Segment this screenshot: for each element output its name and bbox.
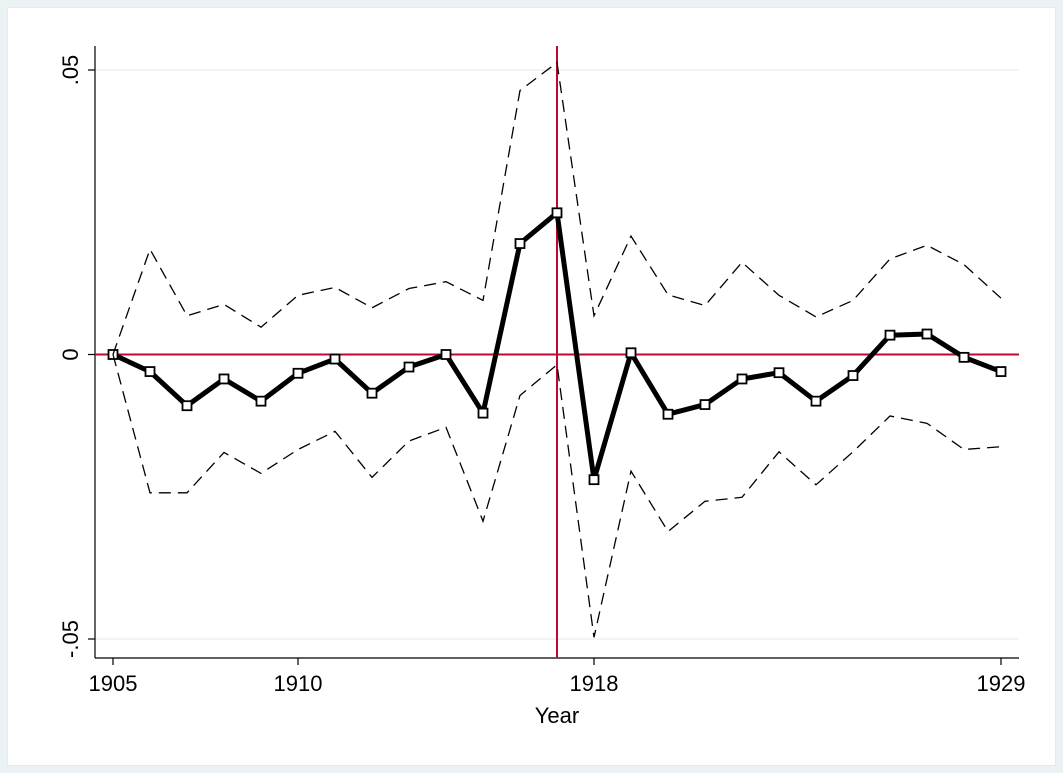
estimate-marker [551, 207, 563, 219]
x-axis-title: Year [535, 703, 579, 728]
x-tick-label: 1929 [977, 671, 1026, 696]
estimate-marker [847, 370, 859, 381]
estimate-marker [144, 366, 156, 377]
estimate-marker [773, 367, 785, 379]
estimate-marker [699, 399, 711, 410]
confidence-band-upper [112, 61, 1002, 355]
estimate-marker [514, 238, 526, 249]
y-tick-label: 0 [58, 348, 83, 360]
ticks: -.05 0 .05 1905 1910 1918 1929 [58, 55, 1025, 696]
confidence-band-lower [112, 354, 1002, 638]
reference-lines [95, 46, 1019, 658]
estimate-marker [366, 387, 378, 399]
estimate-marker [403, 361, 415, 373]
estimate-marker [477, 407, 489, 419]
estimate-marker [995, 366, 1007, 377]
estimate-marker [181, 400, 193, 412]
estimate-marker [810, 395, 822, 407]
estimate-marker [662, 408, 674, 420]
x-tick-label: 1918 [570, 671, 619, 696]
x-tick-label: 1910 [274, 671, 323, 696]
y-tick-label: .05 [58, 55, 83, 86]
estimate-marker [440, 349, 452, 360]
estimate-marker [921, 328, 933, 340]
estimate-marker [218, 373, 230, 385]
estimate-marker [255, 395, 267, 407]
estimate-marker [884, 329, 896, 341]
series [107, 61, 1007, 638]
estimate-marker [736, 373, 748, 385]
estimate-marker [625, 347, 637, 359]
estimate-marker [958, 351, 970, 363]
estimate-marker [588, 474, 600, 486]
x-tick-label: 1905 [89, 671, 138, 696]
estimate-marker [329, 353, 341, 365]
y-tick-label: -.05 [58, 620, 83, 658]
estimate-marker [292, 367, 304, 379]
